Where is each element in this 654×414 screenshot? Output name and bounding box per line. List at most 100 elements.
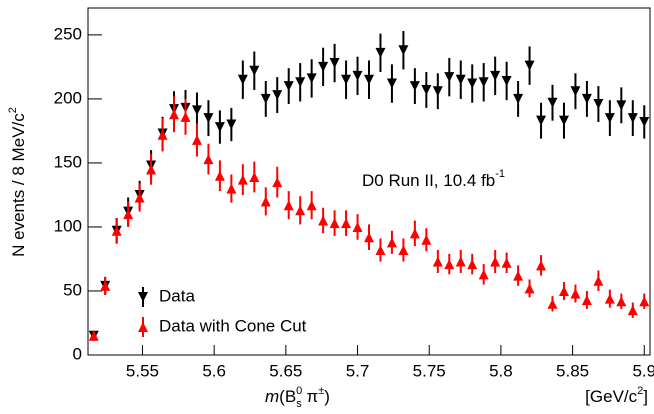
data-point xyxy=(214,122,225,133)
x-tick-label: 5.7 xyxy=(346,361,370,380)
legend-marker xyxy=(138,292,148,302)
x-axis-unit: [GeV/c2] xyxy=(585,385,648,407)
data-point xyxy=(386,237,397,248)
x-unit-end: ] xyxy=(643,387,648,406)
data-point xyxy=(490,70,501,81)
annotation-text: D0 Run II, 10.4 fb xyxy=(362,171,495,190)
data-point xyxy=(616,296,627,307)
y-tick-label: 250 xyxy=(54,24,82,43)
data-point xyxy=(558,115,569,126)
data-point xyxy=(329,218,340,229)
data-point xyxy=(444,259,455,270)
data-point xyxy=(260,196,271,207)
data-point xyxy=(318,61,329,72)
data-point xyxy=(123,209,134,220)
data-point xyxy=(191,134,202,145)
data-point xyxy=(306,200,317,211)
data-point xyxy=(157,129,168,140)
data-point xyxy=(467,78,478,89)
data-point xyxy=(627,113,638,124)
data-point xyxy=(421,234,432,245)
data-point xyxy=(341,218,352,229)
data-point xyxy=(191,105,202,116)
data-point xyxy=(421,84,432,95)
data-point xyxy=(524,60,535,71)
data-point xyxy=(432,256,443,267)
data-point xyxy=(352,70,363,81)
data-point xyxy=(570,86,581,97)
y-tick-label: 50 xyxy=(63,280,82,299)
data-point xyxy=(203,154,214,165)
x-label-end: ) xyxy=(324,387,330,406)
x-tick-label: 5.9 xyxy=(632,361,654,380)
data-point xyxy=(146,164,157,175)
data-point xyxy=(318,215,329,226)
plot-frame xyxy=(87,7,651,356)
annotation: D0 Run II, 10.4 fb-1 xyxy=(362,168,505,191)
data-point xyxy=(558,285,569,296)
data-point xyxy=(272,177,283,188)
data-point xyxy=(169,109,180,120)
data-point xyxy=(249,172,260,183)
data-point xyxy=(134,192,145,203)
data-point xyxy=(467,259,478,270)
data-point xyxy=(203,113,214,124)
y-axis-label: N events / 8 MeV/c2 xyxy=(7,107,29,257)
data-point xyxy=(283,81,294,92)
data-point xyxy=(272,90,283,101)
data-point xyxy=(513,93,524,104)
y-label-sup: 2 xyxy=(7,107,19,113)
data-point xyxy=(478,269,489,280)
x-tick-label: 5.8 xyxy=(489,361,513,380)
data-point xyxy=(524,283,535,294)
data-point xyxy=(501,257,512,268)
data-point xyxy=(237,74,248,85)
data-point xyxy=(547,97,558,108)
data-point xyxy=(180,111,191,122)
data-point xyxy=(455,74,466,85)
x-label-rest-sup: ± xyxy=(318,385,324,397)
data-point xyxy=(306,73,317,84)
legend-label: Data with Cone Cut xyxy=(159,316,307,335)
x-unit-sup: 2 xyxy=(637,385,643,397)
x-label-sub: s xyxy=(296,398,302,410)
data-point xyxy=(432,86,443,97)
data-point xyxy=(490,256,501,267)
data-point xyxy=(639,296,650,307)
legend-label: Data xyxy=(159,286,195,305)
annotation-sup: -1 xyxy=(495,168,505,180)
data-point xyxy=(111,225,122,236)
data-point xyxy=(513,270,524,281)
y-tick-label: 200 xyxy=(54,88,82,107)
data-point xyxy=(398,245,409,256)
x-label-main: (B xyxy=(279,387,296,406)
data-point xyxy=(627,305,638,316)
data-point xyxy=(593,99,604,110)
data-point xyxy=(295,205,306,216)
legend-marker xyxy=(138,322,148,332)
data-point xyxy=(478,77,489,88)
data-point xyxy=(329,58,340,69)
y-tick-label: 0 xyxy=(73,344,82,363)
data-point xyxy=(604,113,615,124)
data-point xyxy=(375,47,386,58)
y-label-text: N events / 8 MeV/c xyxy=(9,113,28,257)
data-point xyxy=(364,232,374,243)
data-point xyxy=(581,294,592,305)
data-point xyxy=(226,119,237,130)
data-point xyxy=(639,116,650,127)
x-tick-label: 5.6 xyxy=(202,361,226,380)
y-tick-label: 150 xyxy=(54,152,82,171)
data-point xyxy=(604,293,615,304)
x-tick-label: 5.85 xyxy=(556,361,589,380)
data-point xyxy=(386,78,397,89)
x-label-rest: π xyxy=(302,387,318,406)
data-point xyxy=(295,77,306,88)
data-point xyxy=(570,288,581,299)
data-point xyxy=(249,65,260,76)
data-point xyxy=(260,93,271,104)
data-point xyxy=(536,260,547,271)
x-tick-label: 5.55 xyxy=(126,361,159,380)
data-point xyxy=(616,100,627,111)
